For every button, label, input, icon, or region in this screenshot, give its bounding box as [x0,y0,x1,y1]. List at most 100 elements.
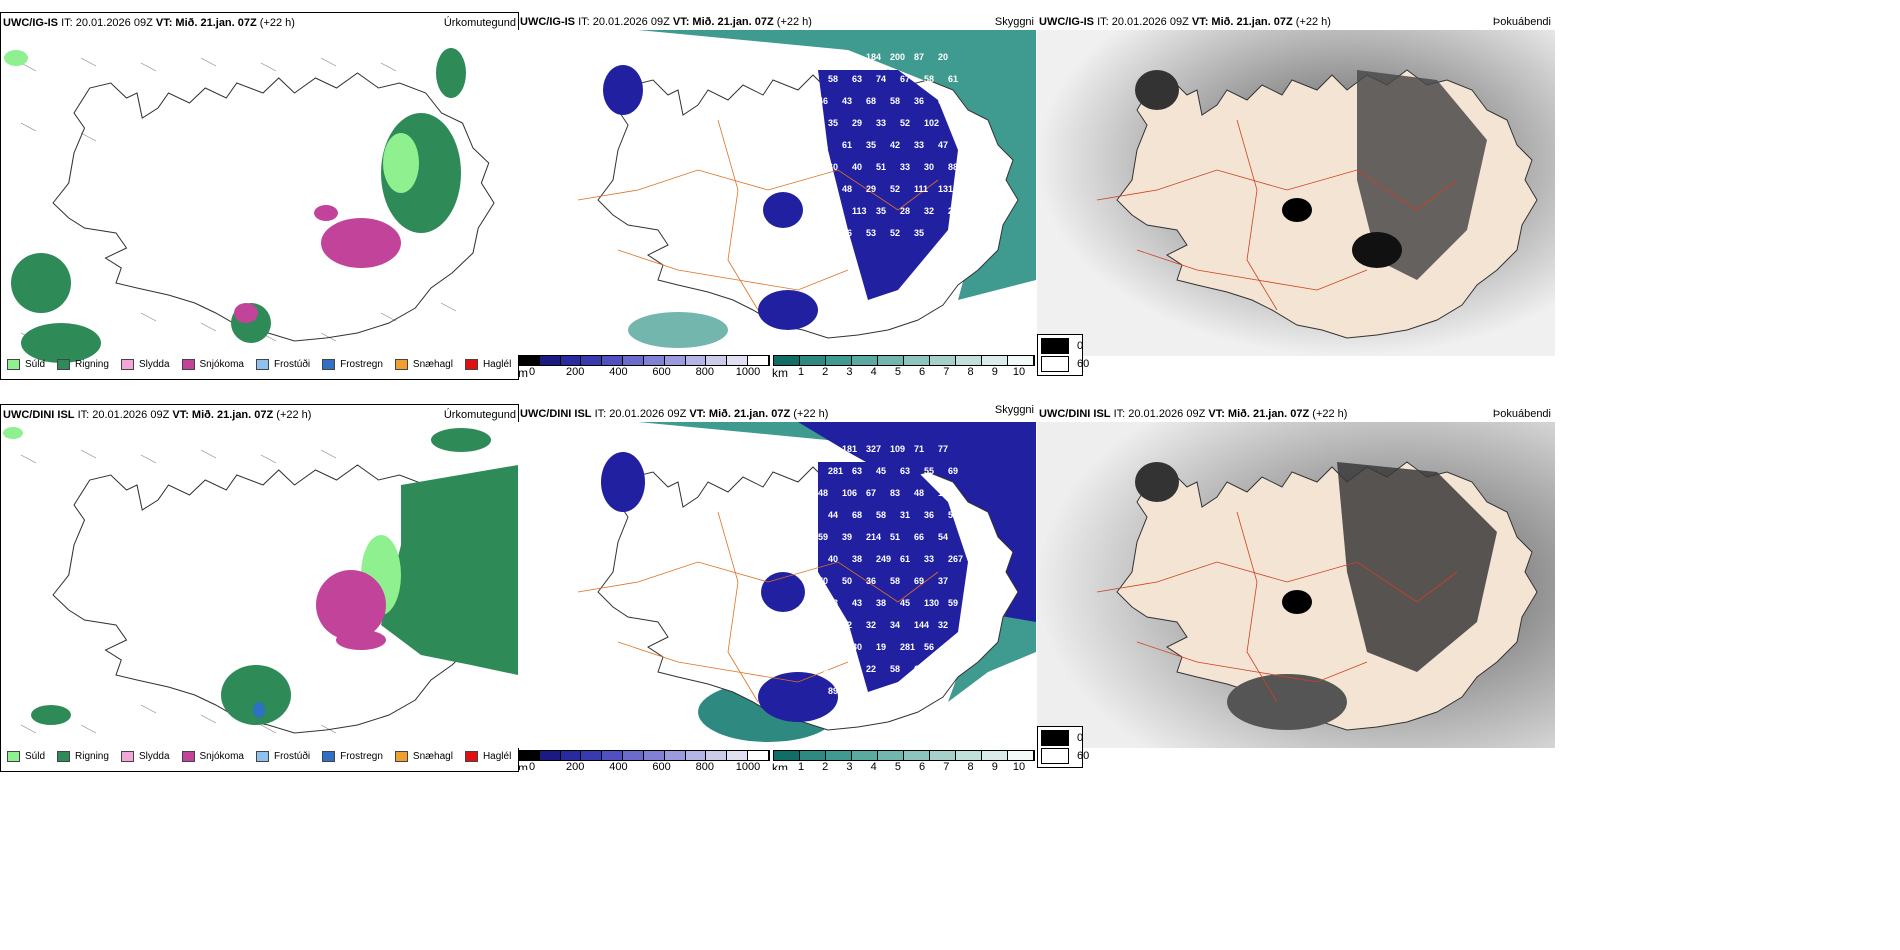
colorbar-tick-label: 1 [797,761,805,770]
colorbar-tick-label: 9 [991,761,998,770]
ceiling-value-label: 113 [852,206,867,216]
colorbar-segment [748,751,769,760]
ceiling-value-label: 56 [924,642,934,652]
colorbar-tick-label: 6 [919,761,926,770]
ceiling-value-label: 48 [818,488,828,498]
ceiling-value-label: 35 [866,140,876,150]
colorbar-segment [826,356,852,365]
ceiling-value-label: 93 [818,620,828,630]
colorbar-tick-label: 7 [943,366,950,378]
ceiling-value-label: 45 [818,664,828,674]
ceiling-ticks: 0 200 400 600 800 1000 [518,761,768,770]
legend-item: Súld [7,359,45,370]
ceiling-value-label: 74 [876,74,886,84]
ceiling-value-label: 200 [890,52,905,62]
ceiling-value-label: 267 [948,554,963,564]
ceiling-value-label: 327 [866,444,881,454]
colorbar-segment [826,751,852,760]
ceiling-value-label: 88 [948,162,958,172]
legend-swatch [394,751,408,762]
ceiling-visibility-panel-bottom: UWC/DINI ISL IT: 20.01.2026 09Z VT: Mið.… [518,404,1036,770]
ceiling-value-label: 37 [938,576,948,586]
ceiling-value-label: 77 [938,444,948,454]
colorbar-segment [878,356,904,365]
ceiling-value-label: 28 [900,206,910,216]
ceiling-value-label: 281 [900,642,915,652]
ceiling-value-label: 36 [924,510,934,520]
fog-panel-top: UWC/IG-IS IT: 20.01.2026 09Z VT: Mið. 21… [1037,12,1555,378]
colorbar-segment [852,356,878,365]
precip-legend: Súld Rigning Slydda Snjókoma Frostúði Fr… [7,359,518,370]
colorbar-segment [560,356,582,365]
visibility-map: 89 189 184 200 87 20 58 63 74 67 58 61 46 43 68 58 36 63 3… [518,30,1036,356]
ceiling-value-label: 61 [948,74,958,84]
legend-item: Snæhagl [394,751,453,762]
colorbar-segment [904,356,930,365]
colorbar-tick-label: 3 [846,366,853,378]
legend-swatch [120,751,134,762]
colorbar-tick-label: 1000 [735,366,761,378]
ceiling-value-label: 190 [818,444,833,454]
ceiling-value-label: 33 [924,554,934,564]
colorbar-tick-label: 200 [566,761,585,770]
precip-type-panel-top: UWC/IG-IS IT: 20.01.2026 09Z VT: Mið. 21… [0,12,519,380]
visibility-unit: km [772,761,788,770]
fog-legend-item: 0 [1041,338,1083,354]
ceiling-value-label: 56 [842,228,852,238]
ceiling-value-label: 50 [842,576,852,586]
visibility-colorbar [773,750,1035,761]
legend-item: Slydda [120,359,170,370]
ceiling-value-label: 189 [842,52,857,62]
fog-legend: 0 60 [1037,334,1089,376]
legend-item: Haglél [464,751,511,762]
ceiling-value-label: 87 [914,52,924,62]
ceiling-value-label: 30 [852,642,862,652]
visibility-colorbar [773,355,1035,366]
colorbar-segment [956,356,982,365]
fog-map [1037,422,1555,748]
colorbar-tick-label: 4 [870,366,877,378]
panel-title: Þokuábendi [1492,16,1551,28]
colorbar-tick-label: 2 [822,366,829,378]
ceiling-value-label: 55 [924,466,934,476]
panel-title: Skyggni [994,404,1034,416]
ceiling-value-label: 32 [938,620,948,630]
ceiling-value-label: 51 [876,162,886,172]
ceiling-value-label: 71 [914,444,924,454]
ceiling-value-label: 34 [890,620,900,630]
ceiling-value-label: 20 [938,52,948,62]
ceiling-value-label: 58 [890,664,900,674]
ceiling-value-label: 64 [948,118,958,128]
legend-item: Slydda [120,751,170,762]
panel-title: Úrkomutegund [443,17,516,29]
ceiling-value-label: 61 [842,140,852,150]
ceiling-value-label: 38 [876,598,886,608]
colorbar-tick-label: 3 [846,761,853,770]
panel-title: Úrkomutegund [443,409,516,421]
legend-item: Frostúði [255,751,310,762]
ceiling-labels: 89 189 184 200 87 20 58 63 74 67 58 61 46 43 68 58 36 63 3… [818,52,958,238]
ceiling-value-label: 52 [890,228,900,238]
panel-title: Skyggni [994,16,1034,28]
ceiling-value-label: 63 [900,466,910,476]
colorbar-tick-label: 600 [652,761,671,770]
legend-swatch [255,359,269,370]
ceiling-value-label: 63 [852,466,862,476]
colorbar-segment [519,356,540,365]
panel-header: UWC/DINI ISL IT: 20.01.2026 09Z VT: Mið.… [1039,408,1348,420]
ceiling-value-label: 35 [914,228,924,238]
legend-item: Rigning [57,751,109,762]
colorbar-segment [539,751,561,760]
colorbar-segment [643,751,665,760]
ceiling-value-label: 32 [924,206,934,216]
colorbar-segment [852,751,878,760]
colorbar-tick-label: 200 [566,366,585,378]
fog-legend-swatch [1041,730,1069,746]
legend-swatch [7,359,20,370]
fog-legend-swatch [1041,356,1069,372]
legend-swatch [181,751,195,762]
ceiling-value-label: 32 [866,620,876,630]
ceiling-value-label: 69 [948,466,958,476]
ceiling-value-label: 36 [842,664,852,674]
colorbar-segment [800,751,826,760]
